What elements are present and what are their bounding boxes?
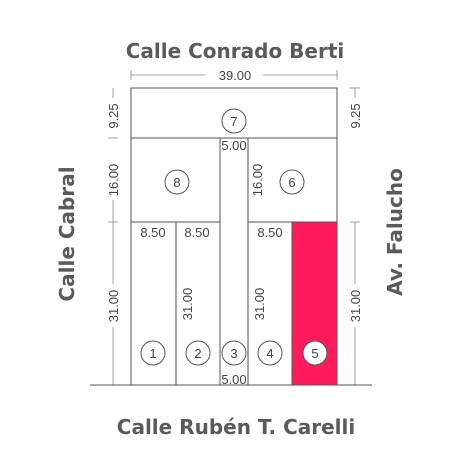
left-mid-depth-label: 16.00 [106,164,121,197]
total-width-dimension: 39.00 [130,68,338,83]
total-width-label: 39.00 [219,68,252,83]
right-depth-dimension: 9.25 31.00 [348,87,363,385]
lot-2-number: 2 [194,346,201,361]
lot-1-number: 1 [149,346,156,361]
lot-4-width-label: 8.50 [257,225,282,240]
passage-bottom-label: 5.00 [221,372,246,387]
lot-8-marker[interactable]: 8 [164,169,190,195]
left-depth-dimension: 9.25 16.00 31.00 [106,88,121,385]
lot-4-depth-label: 31.00 [252,288,267,321]
lot-5-marker[interactable]: 5 [302,340,328,366]
lot-5-number: 5 [311,346,318,361]
lot-3-number: 3 [230,346,237,361]
lot-2-width-label: 8.50 [184,225,209,240]
street-south-label: Calle Rubén T. Carelli [117,415,355,439]
lot-1-marker[interactable]: 1 [140,340,166,366]
lot-4-marker[interactable]: 4 [257,340,283,366]
right-top-depth-label: 9.25 [348,103,363,128]
lot-1-width-label: 8.50 [140,225,165,240]
lot-3-marker[interactable]: 3 [221,340,247,366]
lot-2-marker[interactable]: 2 [185,340,211,366]
street-east-label: Av. Falucho [383,168,407,296]
lot-4-number: 4 [266,346,273,361]
street-west-label: Calle Cabral [55,166,79,301]
lot-7-marker[interactable]: 7 [221,108,247,134]
lot-outlines [90,87,372,386]
lot-6-marker[interactable]: 6 [279,169,305,195]
lot-8-number: 8 [173,175,180,190]
left-bottom-depth-label: 31.00 [106,290,121,323]
right-mid-depth-label: 16.00 [250,164,265,197]
right-bottom-depth-label: 31.00 [348,290,363,323]
left-top-depth-label: 9.25 [106,103,121,128]
lot-2-depth-label: 31.00 [180,288,195,321]
street-north-label: Calle Conrado Berti [126,39,345,63]
lot-6-number: 6 [288,175,295,190]
passage-top-label: 5.00 [221,138,246,153]
lot-7-number: 7 [230,114,237,129]
